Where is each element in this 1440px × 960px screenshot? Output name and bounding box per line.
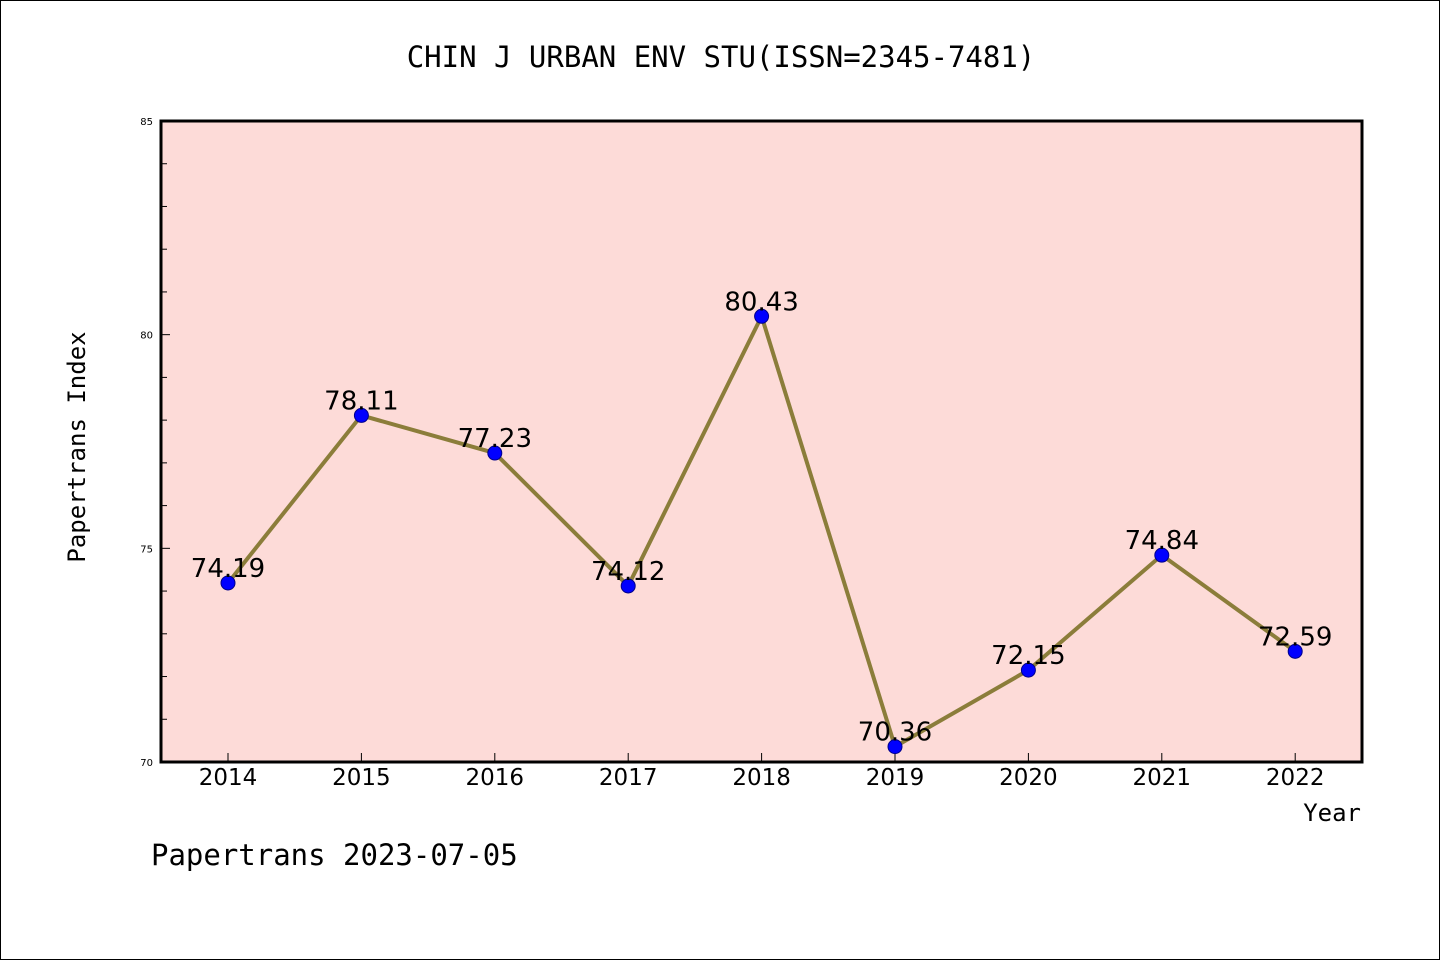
data-point-marker [1154, 547, 1170, 563]
data-label: 72.59 [1258, 622, 1332, 652]
data-point-markers [220, 308, 1303, 755]
data-label: 80.43 [724, 287, 798, 317]
x-tick-label: 2017 [599, 765, 658, 791]
x-tick-label: 2015 [332, 765, 391, 791]
data-point-marker [887, 739, 903, 755]
data-labels: 74.19 78.11 77.23 74.12 80.43 70.36 72.15 74.84… [191, 287, 1333, 747]
data-point-marker [353, 407, 369, 423]
data-label: 70.36 [858, 718, 932, 748]
x-tick-label: 2016 [466, 765, 525, 791]
x-axis-label: Year [1303, 799, 1361, 827]
y-tick-label: 85 [140, 117, 153, 128]
footer-date-stamp: Papertrans 2023-07-05 [151, 838, 518, 872]
x-tick-label: 2020 [999, 765, 1058, 791]
x-tick-label: 2019 [866, 765, 925, 791]
x-tick-label: 2021 [1133, 765, 1192, 791]
plot-frame [159, 119, 1364, 764]
x-tick-label: 2014 [199, 765, 258, 791]
x-tick-label: 2022 [1266, 765, 1325, 791]
x-tick-label: 2018 [732, 765, 791, 791]
data-label: 72.15 [991, 641, 1065, 671]
data-point-marker [620, 578, 636, 594]
y-tick-label: 80 [140, 331, 153, 342]
y-axis-label: Papertrans Index [63, 331, 91, 562]
data-label: 74.19 [191, 554, 265, 584]
x-axis-ticks: 2014 2015 2016 2017 2018 2019 2020 2021 2022 [199, 753, 1325, 791]
data-label: 74.84 [1125, 526, 1199, 556]
y-tick-label: 70 [140, 758, 153, 769]
data-point-marker [754, 308, 770, 324]
data-label: 78.11 [324, 386, 398, 416]
data-point-marker [220, 575, 236, 591]
data-label: 77.23 [458, 424, 532, 454]
data-point-marker [487, 445, 503, 461]
chart-title: CHIN J URBAN ENV STU(ISSN=2345-7481) [407, 40, 1036, 74]
plot-area [161, 121, 1362, 762]
data-point-marker [1020, 662, 1036, 678]
y-tick-label: 75 [140, 544, 153, 555]
data-label: 74.12 [591, 557, 665, 587]
data-point-marker [1287, 643, 1303, 659]
